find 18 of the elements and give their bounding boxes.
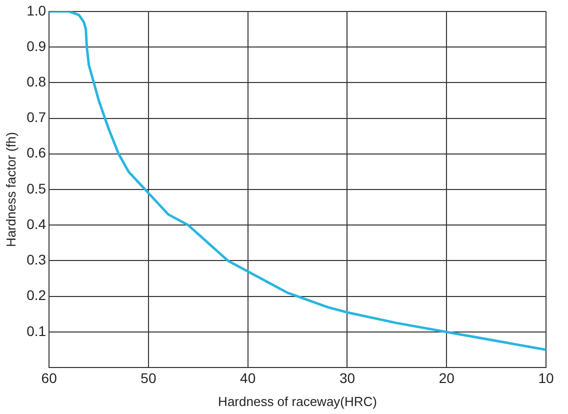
- y-tick-label: 0.3: [26, 252, 46, 268]
- x-axis-title: Hardness of raceway(HRC): [218, 394, 377, 409]
- x-tick-label: 60: [41, 370, 58, 386]
- y-axis-title: Hardness factor (fh): [3, 132, 18, 247]
- y-tick-label: 0.5: [26, 180, 46, 196]
- y-tick-label: 0.8: [26, 74, 46, 90]
- y-tick-label: 0.1: [26, 322, 46, 339]
- y-tick-label: 0.7: [26, 109, 46, 126]
- x-tick-label: 30: [339, 370, 356, 386]
- y-tick-label: 0.6: [26, 144, 46, 161]
- y-tick-label: 1.0: [26, 2, 46, 18]
- x-tick-label: 40: [240, 370, 256, 386]
- y-tick-label: 0.9: [26, 38, 46, 54]
- x-tick-label: 10: [538, 370, 554, 386]
- y-tick-label: 0.4: [26, 216, 46, 232]
- y-tick-label: 0.2: [26, 287, 46, 304]
- x-tick-label: 20: [438, 370, 455, 386]
- x-tick-label: 50: [140, 370, 156, 386]
